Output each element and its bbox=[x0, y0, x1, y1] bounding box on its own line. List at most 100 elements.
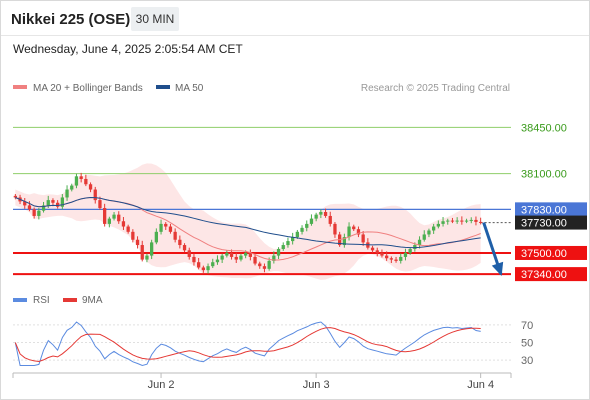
timestamp: Wednesday, June 4, 2025 2:05:54 AM CET bbox=[13, 42, 243, 56]
rsi-ma-legend-label: 9MA bbox=[82, 295, 103, 306]
candle-body bbox=[225, 252, 229, 256]
candle-body bbox=[323, 212, 328, 216]
candle-body bbox=[244, 252, 248, 256]
candle-body bbox=[319, 212, 323, 215]
candle-body bbox=[234, 256, 238, 260]
candle-body bbox=[300, 227, 304, 232]
candle-body bbox=[333, 223, 337, 235]
rsi-tick-label: 70 bbox=[521, 320, 533, 332]
candle-body bbox=[13, 195, 17, 198]
candle-body bbox=[229, 252, 234, 257]
credit-text: Research © 2025 Trading Central bbox=[361, 83, 510, 94]
level-label: 37340.00 bbox=[521, 269, 567, 281]
candle-body bbox=[389, 258, 393, 260]
candle-body bbox=[131, 231, 135, 240]
candle-body bbox=[168, 226, 173, 232]
candle-body bbox=[403, 252, 408, 257]
level-label: 37500.00 bbox=[521, 248, 567, 260]
candle-body bbox=[385, 255, 389, 259]
instrument-title: Nikkei 225 (OSE) bbox=[11, 11, 131, 28]
candle-body bbox=[276, 249, 281, 256]
ma20-legend-label: MA 20 + Bollinger Bands bbox=[33, 83, 143, 94]
candle-body bbox=[211, 262, 215, 267]
candle-body bbox=[201, 267, 205, 271]
candle-body bbox=[262, 266, 267, 269]
candle-body bbox=[27, 205, 32, 210]
ma50-legend-label: MA 50 bbox=[175, 83, 204, 94]
candle-body bbox=[150, 242, 154, 256]
candle-body bbox=[70, 185, 74, 190]
candle-body bbox=[352, 226, 356, 230]
projection-arrow-head bbox=[491, 261, 504, 277]
level-label-box bbox=[515, 202, 587, 217]
x-axis-tick-label: Jun 3 bbox=[303, 379, 330, 391]
candle-body bbox=[32, 209, 36, 216]
candle-body bbox=[112, 214, 116, 219]
ma50-line bbox=[15, 196, 481, 249]
level-label-box bbox=[515, 267, 587, 282]
candle-body bbox=[314, 214, 318, 219]
candle-body bbox=[413, 245, 417, 249]
candle-body bbox=[375, 250, 379, 253]
candle-body bbox=[427, 230, 431, 235]
candle-body bbox=[272, 255, 276, 261]
candle-body bbox=[164, 223, 168, 227]
rsi-legend-label: RSI bbox=[33, 295, 50, 306]
candle-body bbox=[88, 184, 93, 190]
candle-body bbox=[46, 200, 50, 206]
level-label: 37830.00 bbox=[521, 204, 567, 216]
candle-body bbox=[103, 208, 107, 224]
candle-body bbox=[182, 245, 187, 251]
candle-body bbox=[74, 176, 79, 186]
candle-body bbox=[286, 241, 290, 246]
candle-body bbox=[220, 255, 224, 260]
candle-body bbox=[399, 256, 403, 261]
timeframe-button[interactable]: 30 MIN bbox=[131, 7, 179, 31]
chart-header: Nikkei 225 (OSE) 30 MIN bbox=[1, 1, 589, 36]
rsi-ma-line bbox=[14, 327, 481, 363]
candle-body bbox=[107, 218, 111, 224]
candle-body bbox=[135, 239, 140, 246]
candle-body bbox=[192, 256, 196, 263]
candle-body bbox=[305, 223, 309, 228]
bollinger-band bbox=[15, 163, 481, 280]
candle-body bbox=[446, 220, 450, 222]
candle-body bbox=[394, 259, 398, 261]
candle-body bbox=[23, 201, 27, 206]
candle-body bbox=[253, 256, 257, 264]
candle-body bbox=[361, 234, 365, 243]
candle-body bbox=[93, 189, 97, 201]
candle-body bbox=[121, 221, 126, 227]
candle-body bbox=[215, 259, 220, 263]
ma20-legend-swatch bbox=[13, 85, 27, 89]
candle-body bbox=[347, 226, 351, 238]
candle-body bbox=[281, 245, 285, 249]
candle-body bbox=[474, 219, 478, 222]
rsi-line bbox=[14, 321, 481, 367]
level-label-box bbox=[515, 215, 587, 230]
candle-body bbox=[239, 255, 243, 260]
candle-body bbox=[370, 247, 375, 251]
candle-body bbox=[117, 214, 121, 222]
candle-body bbox=[159, 223, 163, 232]
candle-body bbox=[291, 237, 295, 242]
candle-body bbox=[173, 231, 177, 240]
candle-body bbox=[309, 218, 314, 224]
candle-body bbox=[98, 200, 102, 209]
candle-body bbox=[479, 221, 483, 223]
candle-body bbox=[295, 231, 299, 238]
level-label: 37730.00 bbox=[521, 218, 567, 230]
candle-body bbox=[460, 220, 464, 222]
candle-body bbox=[328, 215, 332, 224]
rsi-legend-swatch bbox=[13, 298, 27, 302]
candle-body bbox=[56, 202, 60, 207]
rsi-tick-label: 30 bbox=[521, 355, 533, 367]
candle-body bbox=[51, 200, 55, 203]
candle-body bbox=[37, 210, 41, 216]
candle-body bbox=[408, 249, 412, 253]
candle-body bbox=[436, 223, 440, 227]
candle-body bbox=[342, 237, 346, 246]
candle-body bbox=[441, 221, 445, 224]
